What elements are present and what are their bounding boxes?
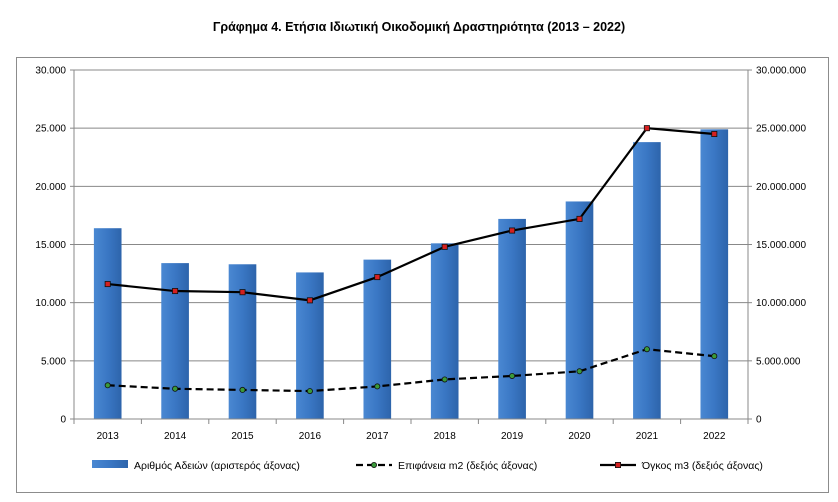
point-marker: [104, 382, 111, 389]
chart-title: Γράφημα 4. Ετήσια Ιδιωτική Οικοδομική Δρ…: [212, 20, 626, 34]
left-tick-label: 0: [60, 415, 66, 426]
point-marker: [509, 227, 516, 234]
bar-series: [93, 129, 729, 420]
point-marker: [239, 386, 246, 393]
right-tick-label: 20.000.000: [756, 182, 806, 193]
right-tick-label: 30.000.000: [756, 66, 806, 77]
legend-label: Όγκος m3 (δεξιός άξονας): [641, 460, 763, 472]
point-marker: [374, 383, 381, 390]
point-marker: [441, 376, 448, 383]
legend: Αριθμός Αδειών (αριστερός άξονας) Επιφάνε…: [92, 460, 763, 472]
axes: 0 5.000 10.000 15.000 20.000 25.000 30.000 0 5.0…: [35, 66, 806, 443]
x-tick-label: 2015: [231, 431, 254, 442]
x-tick-label: 2020: [568, 431, 591, 442]
x-tick-label: 2014: [164, 431, 187, 442]
left-tick-label: 5.000: [41, 356, 66, 367]
bar: [700, 129, 729, 419]
point-marker: [576, 368, 583, 375]
bar: [161, 263, 189, 419]
bar: [430, 243, 459, 419]
point-marker: [239, 289, 246, 296]
left-tick-label: 15.000: [35, 240, 66, 251]
point-marker: [104, 281, 111, 288]
left-tick-label: 10.000: [35, 298, 66, 309]
right-tick-label: 0: [756, 415, 762, 426]
chart-frame: [16, 57, 829, 493]
series-line: [107, 127, 715, 302]
bar: [228, 264, 257, 419]
series-line: [107, 348, 715, 393]
x-tick-label: 2019: [501, 431, 524, 442]
bar: [93, 228, 122, 419]
point-marker: [306, 388, 313, 395]
bar: [565, 201, 594, 419]
bar: [363, 259, 392, 419]
right-tick-label: 15.000.000: [756, 240, 806, 251]
bar: [498, 218, 526, 419]
legend-swatch: [92, 460, 128, 468]
left-tick-label: 25.000: [35, 124, 66, 135]
x-tick-label: 2018: [434, 431, 457, 442]
legend-label: Αριθμός Αδειών (αριστερός άξονας): [134, 460, 300, 472]
point-marker: [711, 353, 718, 360]
bar: [296, 272, 324, 419]
x-tick-label: 2016: [299, 431, 322, 442]
legend-marker: [370, 461, 377, 468]
point-marker: [172, 288, 179, 295]
x-tick-label: 2022: [703, 431, 726, 442]
x-tick-label: 2013: [97, 431, 120, 442]
point-marker: [576, 215, 583, 222]
x-tick-label: 2021: [636, 431, 659, 442]
legend-label: Επιφάνεια m2 (δεξιός άξονας): [398, 460, 537, 472]
bar: [633, 142, 661, 420]
point-marker: [306, 297, 313, 304]
right-tick-label: 5.000.000: [756, 356, 801, 367]
x-tick-label: 2017: [366, 431, 389, 442]
line-series: [104, 125, 718, 395]
left-tick-label: 20.000: [35, 182, 66, 193]
right-tick-label: 25.000.000: [756, 124, 806, 135]
point-marker: [643, 346, 650, 353]
right-tick-label: 10.000.000: [756, 298, 806, 309]
point-marker: [441, 243, 448, 250]
point-marker: [509, 372, 516, 379]
legend-marker: [615, 461, 622, 468]
point-marker: [374, 274, 381, 281]
left-tick-label: 30.000: [35, 66, 66, 77]
point-marker: [711, 130, 718, 137]
point-marker: [172, 385, 179, 392]
point-marker: [643, 125, 650, 132]
